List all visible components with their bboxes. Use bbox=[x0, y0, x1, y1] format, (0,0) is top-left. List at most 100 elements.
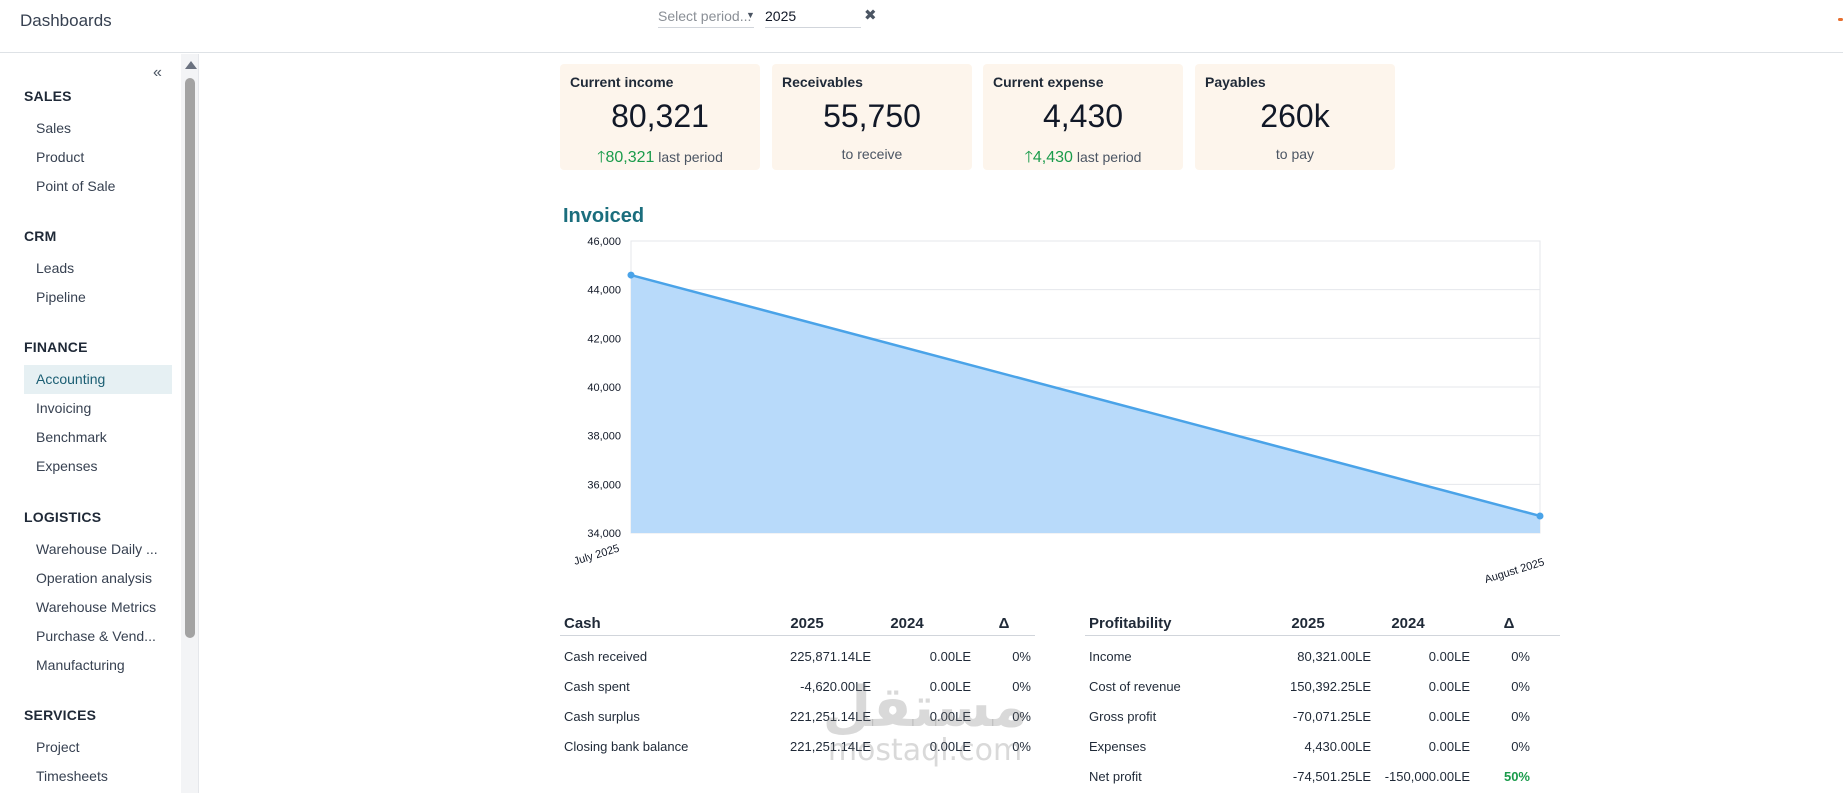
col-header: 2024 bbox=[890, 615, 924, 632]
kpi-title: Receivables bbox=[782, 74, 863, 90]
profitability-table-header: Profitability 2025 2024 Δ bbox=[1085, 608, 1560, 636]
row-label: Cash surplus bbox=[564, 709, 640, 724]
kpi-card-current-income[interactable]: Current income 80,321 🡑80,321 last perio… bbox=[560, 64, 760, 170]
arrow-up-icon: 🡑 bbox=[597, 149, 606, 166]
kpi-delta: 80,321 bbox=[605, 149, 655, 166]
sidebar-item-expenses[interactable]: Expenses bbox=[36, 458, 98, 474]
kpi-value: 55,750 bbox=[823, 98, 921, 134]
section-finance: FINANCE bbox=[24, 339, 88, 355]
table-cell: 80,321.00LE bbox=[1297, 649, 1371, 664]
sidebar-item-operation-analysis[interactable]: Operation analysis bbox=[36, 570, 152, 586]
sidebar-item-accounting[interactable]: Accounting bbox=[24, 365, 172, 394]
table-cell: 0% bbox=[1012, 679, 1031, 694]
sidebar-item-leads[interactable]: Leads bbox=[36, 260, 75, 276]
row-label: Expenses bbox=[1089, 739, 1147, 754]
table-cell: -4,620.00LE bbox=[800, 679, 871, 694]
sidebar-item-product[interactable]: Product bbox=[36, 149, 85, 165]
data-point bbox=[627, 271, 635, 279]
col-header: Δ bbox=[1503, 615, 1515, 632]
kpi-sub-label: last period bbox=[658, 149, 723, 165]
table-cell: 0.00LE bbox=[1428, 739, 1470, 754]
x-tick-label: August 2025 bbox=[1483, 556, 1546, 586]
table-cell: 0% bbox=[1012, 709, 1031, 724]
sidebar-scrollbar[interactable] bbox=[181, 54, 199, 793]
kpi-sub-label: to pay bbox=[1275, 146, 1315, 162]
table-cell: 0% bbox=[1511, 679, 1530, 694]
kpi-title: Current expense bbox=[993, 74, 1104, 90]
table-cell: 0.00LE bbox=[1428, 679, 1470, 694]
notification-dot bbox=[1838, 18, 1843, 21]
collapse-sidebar-icon[interactable]: « bbox=[153, 64, 162, 81]
sidebar-item-manufacturing[interactable]: Manufacturing bbox=[36, 657, 125, 673]
cash-table-header: Cash 2025 2024 Δ bbox=[560, 608, 1035, 636]
kpi-sub-label: to receive bbox=[841, 146, 903, 162]
table-cell: 0% bbox=[1511, 649, 1530, 664]
y-tick-label: 44,000 bbox=[587, 285, 621, 297]
data-point bbox=[1536, 512, 1544, 520]
kpi-value: 260k bbox=[1260, 98, 1330, 134]
page-title: Dashboards bbox=[20, 11, 112, 30]
table-cell: 0% bbox=[1012, 649, 1031, 664]
table-cell: -70,071.25LE bbox=[1292, 709, 1371, 724]
period-placeholder: Select period... bbox=[658, 8, 752, 24]
y-tick-label: 46,000 bbox=[587, 236, 621, 248]
series-line bbox=[630, 273, 1541, 518]
row-label: Income bbox=[1089, 649, 1132, 664]
sidebar-item-purchase-vendors[interactable]: Purchase & Vend... bbox=[36, 628, 156, 644]
invoiced-chart[interactable]: 46,000 44,000 42,000 40,000 38,000 36,000 34,0… bbox=[560, 228, 1550, 588]
sidebar-item-sales[interactable]: Sales bbox=[36, 120, 72, 136]
table-cell: 225,871.14LE bbox=[790, 649, 871, 664]
col-header: 2025 bbox=[790, 615, 824, 632]
kpi-sub-label: last period bbox=[1076, 149, 1142, 165]
kpi-title: Current income bbox=[570, 74, 674, 90]
top-bar: Dashboards Select period... ▼ 2025 ✖ bbox=[0, 0, 1843, 53]
sidebar-item-point-of-sale[interactable]: Point of Sale bbox=[36, 178, 116, 194]
section-crm: CRM bbox=[24, 228, 57, 244]
col-header: Profitability bbox=[1089, 615, 1172, 632]
sidebar-item-pipeline[interactable]: Pipeline bbox=[36, 289, 86, 305]
sidebar-item-timesheets[interactable]: Timesheets bbox=[36, 768, 108, 784]
sidebar-item-warehouse-daily[interactable]: Warehouse Daily ... bbox=[36, 541, 158, 557]
table-cell: 50% bbox=[1503, 769, 1530, 784]
kpi-delta: 4,430 bbox=[1032, 149, 1073, 166]
section-logistics: LOGISTICS bbox=[24, 509, 102, 525]
kpi-title: Payables bbox=[1205, 74, 1266, 90]
chart-title: Invoiced bbox=[563, 205, 645, 227]
series-area bbox=[631, 275, 1540, 533]
row-label: Cash spent bbox=[564, 679, 630, 694]
kpi-value: 80,321 bbox=[611, 98, 709, 134]
kpi-card-receivables[interactable]: Receivables 55,750 to receive bbox=[772, 64, 972, 170]
table-cell: -74,501.25LE bbox=[1292, 769, 1371, 784]
sidebar-item-project[interactable]: Project bbox=[36, 739, 80, 755]
kpi-card-current-expense[interactable]: Current expense 4,430 🡑4,430 last period bbox=[983, 64, 1183, 170]
x-tick-label: July 2025 bbox=[572, 543, 621, 568]
table-cell: 150,392.25LE bbox=[1290, 679, 1371, 694]
row-label: Cost of revenue bbox=[1089, 679, 1181, 694]
table-cell: 0.00LE bbox=[929, 649, 971, 664]
clear-icon[interactable]: ✖ bbox=[864, 7, 877, 24]
y-tick-label: 38,000 bbox=[587, 431, 621, 443]
table-cell: 0.00LE bbox=[1428, 649, 1470, 664]
sidebar-item-invoicing[interactable]: Invoicing bbox=[36, 400, 92, 416]
col-header: Cash bbox=[564, 615, 601, 632]
sidebar: « SALES Sales Product Point of Sale CRM … bbox=[0, 54, 181, 793]
sidebar-item-warehouse-metrics[interactable]: Warehouse Metrics bbox=[36, 599, 157, 615]
kpi-subtext: 🡑4,430 last period bbox=[983, 146, 1183, 173]
table-cell: 221,251.14LE bbox=[790, 709, 871, 724]
scroll-thumb[interactable] bbox=[185, 78, 195, 638]
y-tick-label: 40,000 bbox=[587, 382, 621, 394]
row-label: Cash received bbox=[564, 649, 648, 664]
period-select[interactable]: Select period... ▼ bbox=[658, 8, 755, 28]
period-value-input[interactable]: 2025 bbox=[765, 8, 861, 28]
row-label: Closing bank balance bbox=[564, 739, 689, 754]
table-cell: 0% bbox=[1511, 739, 1530, 754]
kpi-card-payables[interactable]: Payables 260k to pay bbox=[1195, 64, 1395, 170]
row-label: Net profit bbox=[1089, 769, 1142, 784]
scroll-up-arrow-icon[interactable] bbox=[185, 61, 197, 69]
y-tick-label: 34,000 bbox=[587, 528, 621, 540]
section-services: SERVICES bbox=[24, 707, 97, 723]
col-header: 2025 bbox=[1291, 615, 1325, 632]
sidebar-item-benchmark[interactable]: Benchmark bbox=[36, 429, 107, 445]
caret-down-icon: ▼ bbox=[746, 10, 755, 20]
table-cell: 0.00LE bbox=[929, 679, 971, 694]
